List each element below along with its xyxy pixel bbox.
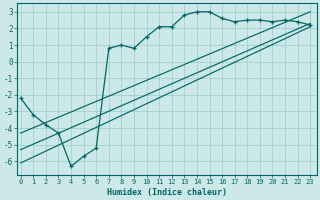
X-axis label: Humidex (Indice chaleur): Humidex (Indice chaleur) xyxy=(107,188,227,197)
